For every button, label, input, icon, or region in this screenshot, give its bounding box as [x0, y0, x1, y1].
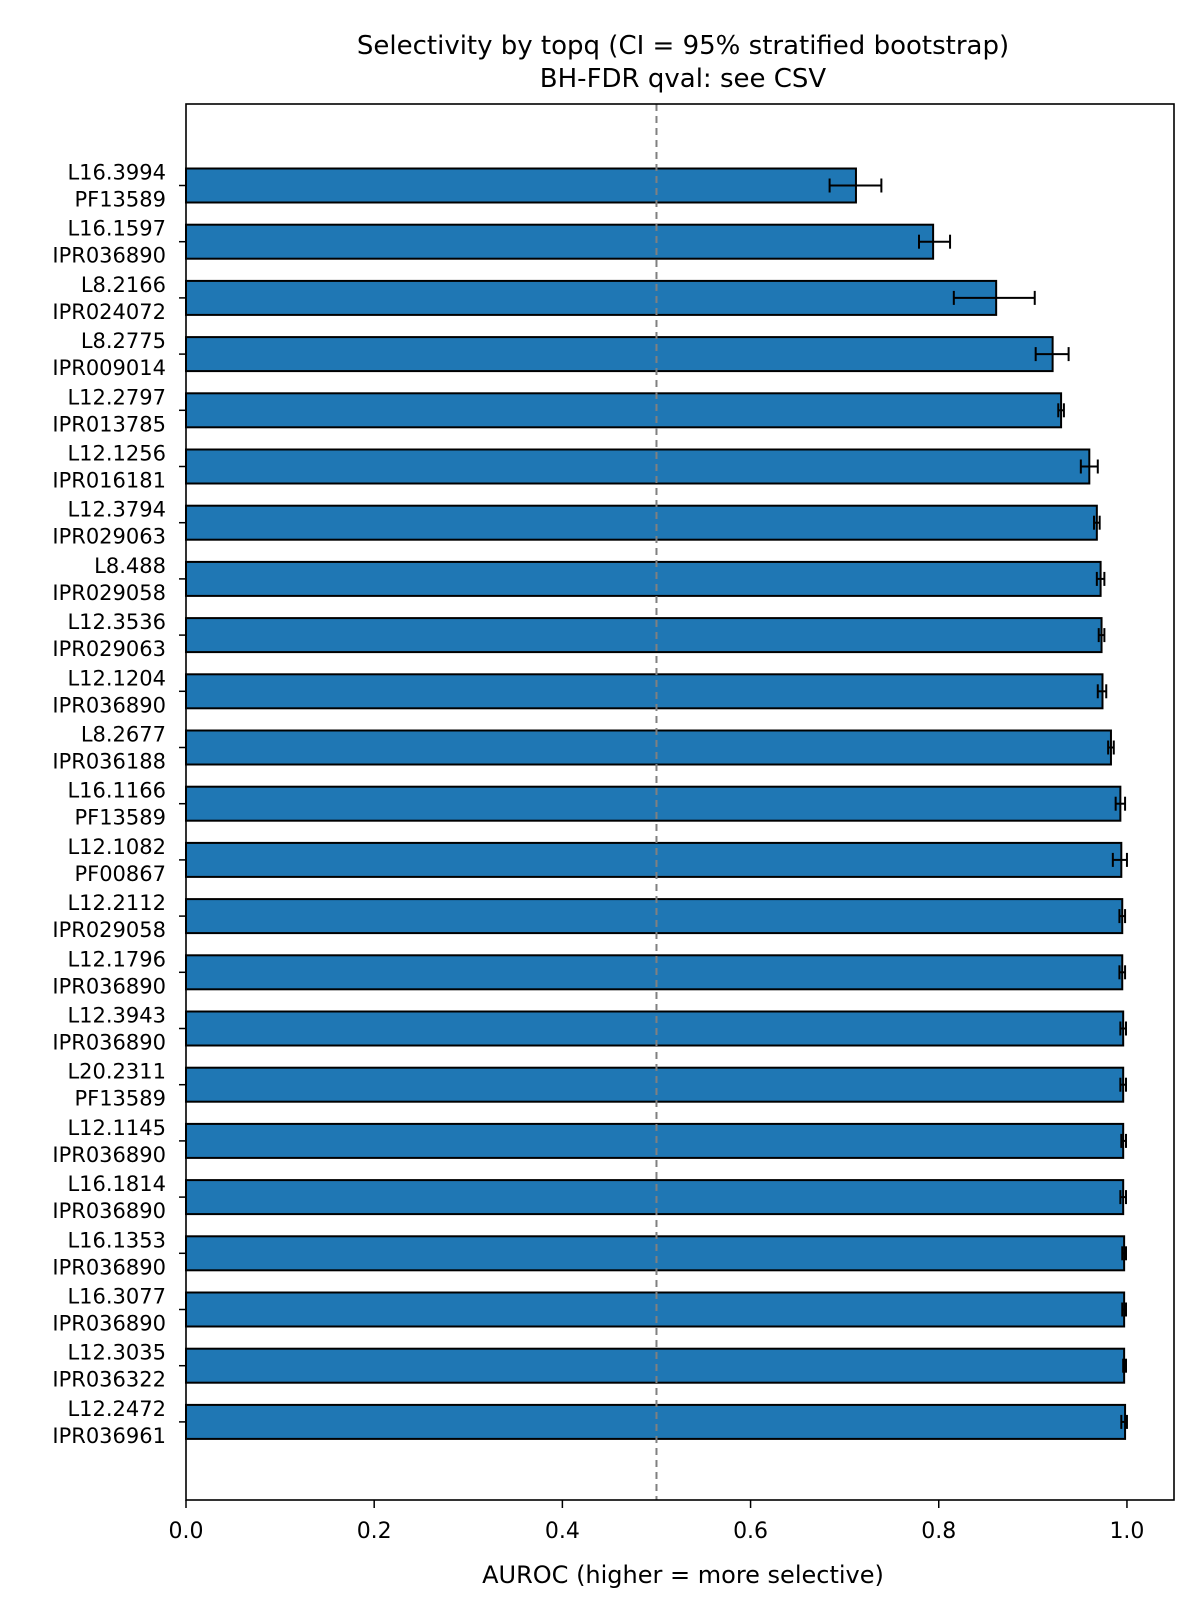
bar — [185, 673, 1104, 710]
category-label-line2: IPR029063 — [52, 525, 166, 549]
category-label-line1: L16.1597 — [67, 217, 166, 241]
x-tick-label: 0.0 — [169, 1519, 204, 1544]
bar — [185, 1010, 1125, 1047]
bar — [185, 336, 1054, 373]
bar — [185, 560, 1102, 597]
category-label-line1: L12.3943 — [67, 1004, 166, 1028]
x-tick-label: 0.8 — [921, 1519, 956, 1544]
category-label-line2: IPR036188 — [52, 750, 166, 774]
category-label-line2: IPR036890 — [52, 244, 166, 268]
category-label-line2: IPR036322 — [52, 1368, 166, 1392]
category-label-line2: IPR036961 — [52, 1424, 166, 1448]
bar — [185, 448, 1091, 485]
category-label-line2: IPR036890 — [52, 974, 166, 998]
category-label-line1: L8.2677 — [81, 723, 166, 747]
bar — [185, 729, 1112, 766]
bar — [185, 1291, 1126, 1328]
category-label-line1: L12.1796 — [67, 947, 166, 971]
bar — [185, 504, 1098, 541]
category-label-line2: IPR029063 — [52, 637, 166, 661]
category-label-line1: L8.488 — [94, 554, 166, 578]
category-label-line2: IPR029058 — [52, 581, 166, 605]
x-tick-label: 1.0 — [1109, 1519, 1144, 1544]
bar — [185, 898, 1124, 935]
category-label-line2: PF13589 — [74, 806, 166, 830]
category-label-line2: IPR013785 — [52, 412, 166, 436]
x-axis-label: AUROC (higher = more selective) — [482, 1561, 884, 1589]
category-label-line2: IPR036890 — [52, 1143, 166, 1167]
category-label-line1: L12.3035 — [67, 1341, 166, 1365]
x-tick-label: 0.2 — [357, 1519, 392, 1544]
category-label-line2: IPR036890 — [52, 1255, 166, 1279]
bar — [185, 223, 935, 260]
category-label-line2: IPR009014 — [52, 356, 166, 380]
bar — [185, 785, 1122, 822]
category-label-line2: IPR036890 — [52, 1312, 166, 1336]
category-label-line1: L8.2166 — [81, 273, 166, 297]
category-label-line1: L12.1082 — [67, 835, 166, 859]
bar — [185, 167, 857, 204]
bar — [185, 1122, 1125, 1159]
category-label-line2: IPR036890 — [52, 693, 166, 717]
category-label-line2: IPR036890 — [52, 1199, 166, 1223]
bar — [185, 1403, 1127, 1440]
category-label-line1: L12.3536 — [67, 610, 166, 634]
bar — [185, 1347, 1126, 1384]
category-label-line1: L12.2472 — [67, 1397, 166, 1421]
x-tick-label: 0.6 — [733, 1519, 768, 1544]
category-label-line1: L12.1145 — [67, 1116, 166, 1140]
chart-title: Selectivity by topq (CI = 95% stratified… — [357, 31, 1009, 61]
category-label-line2: PF13589 — [74, 1087, 166, 1111]
plot-area: L16.3994 PF13589 L16.1597 IPR036890 L8.2166 I… — [52, 103, 1175, 1544]
category-label-line1: L16.3994 — [67, 161, 166, 185]
bar — [185, 279, 998, 316]
category-label-line2: PF00867 — [74, 862, 166, 886]
bar — [185, 1179, 1125, 1216]
x-tick-label: 0.4 — [545, 1519, 580, 1544]
category-label-line1: L12.1204 — [67, 666, 166, 690]
category-label-line1: L16.1166 — [67, 779, 166, 803]
bar — [185, 954, 1124, 991]
category-label-line2: PF13589 — [74, 188, 166, 212]
bar — [185, 1066, 1125, 1103]
category-label-line1: L16.3077 — [67, 1285, 166, 1309]
plot-frame — [185, 103, 1175, 1501]
category-label-line2: IPR029058 — [52, 918, 166, 942]
category-label-line2: IPR016181 — [52, 469, 166, 493]
bar — [185, 617, 1103, 654]
category-label-line1: L12.2797 — [67, 385, 166, 409]
category-label-line1: L12.3794 — [67, 498, 166, 522]
category-label-line1: L8.2775 — [81, 329, 166, 353]
category-label-line1: L12.2112 — [67, 891, 166, 915]
bar — [185, 1235, 1126, 1272]
category-label-line1: L12.1256 — [67, 442, 166, 466]
category-label-line2: IPR024072 — [52, 300, 166, 324]
category-label-line2: IPR036890 — [52, 1031, 166, 1055]
category-label-line1: L20.2311 — [67, 1060, 166, 1084]
bar — [185, 392, 1063, 429]
category-label-line1: L16.1353 — [67, 1228, 166, 1252]
bar — [185, 841, 1123, 878]
chart-subtitle: BH-FDR qval: see CSV — [540, 64, 827, 94]
category-label-line1: L16.1814 — [67, 1172, 166, 1196]
